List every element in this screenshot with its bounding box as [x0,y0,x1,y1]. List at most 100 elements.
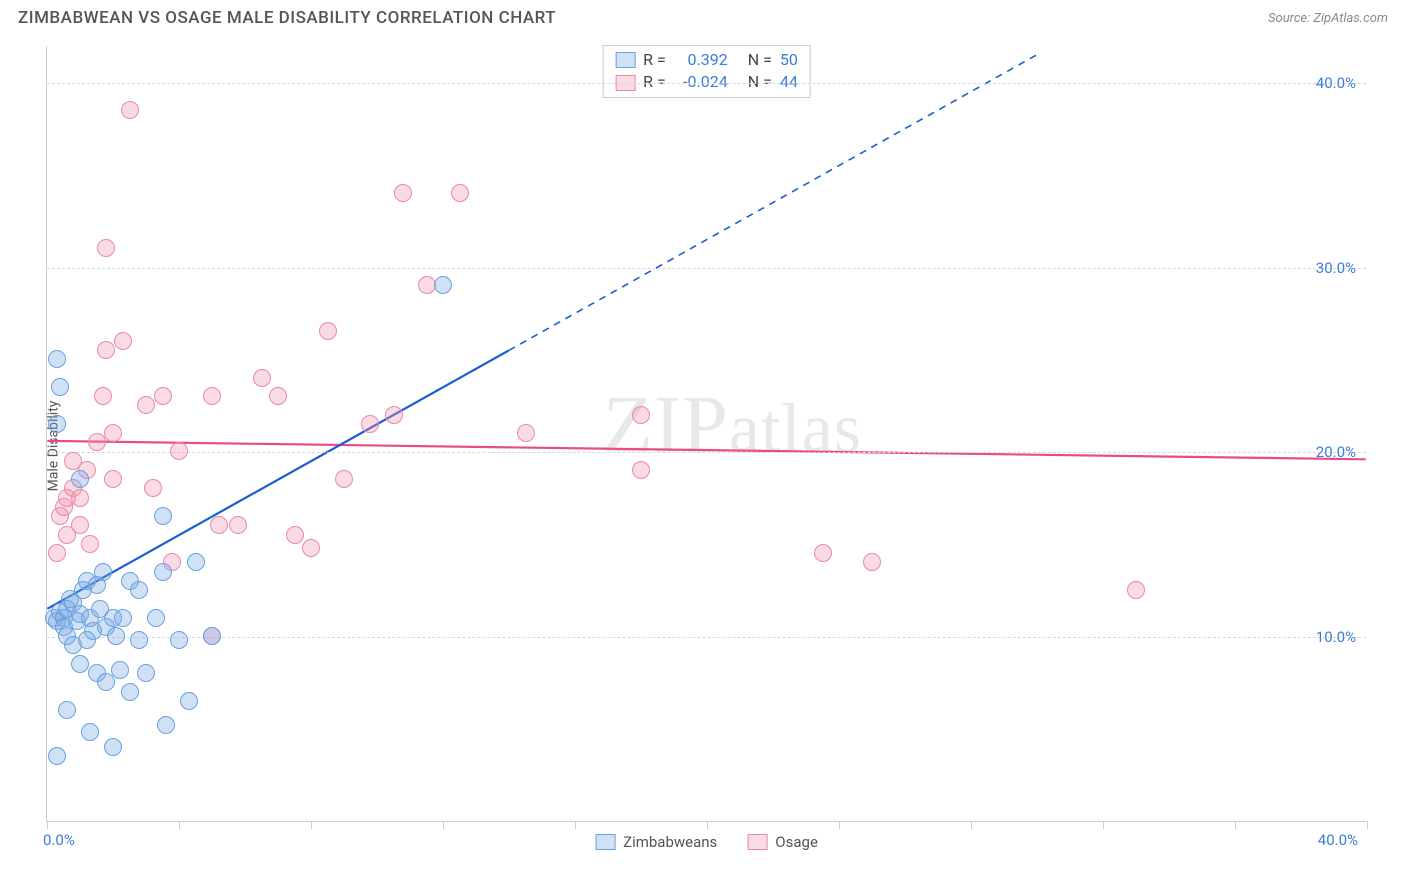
data-point-osage [71,516,89,534]
data-point-osage [81,535,99,553]
data-point-osage [269,387,287,405]
data-point-osage [97,239,115,257]
x-tick [179,821,180,829]
data-point-osage [385,406,403,424]
data-point-osage [394,184,412,202]
stats-row-zimbabweans: R = 0.392 N = 50 [615,49,798,71]
chart-title: ZIMBABWEAN VS OSAGE MALE DISABILITY CORR… [18,8,556,28]
x-tick [839,821,840,829]
data-point-zimbabweans [71,470,89,488]
legend-item-zimbabweans: Zimbabweans [595,833,717,851]
data-point-zimbabweans [137,664,155,682]
data-point-osage [144,479,162,497]
data-point-osage [104,470,122,488]
data-point-zimbabweans [180,692,198,710]
data-point-osage [170,442,188,460]
data-point-zimbabweans [48,350,66,368]
n-label: N = [748,49,772,71]
data-point-osage [114,332,132,350]
data-point-osage [48,544,66,562]
data-point-zimbabweans [130,581,148,599]
data-point-osage [814,544,832,562]
data-point-osage [863,553,881,571]
swatch-zimbabweans [595,834,615,850]
data-point-osage [121,101,139,119]
swatch-osage [747,834,767,850]
legend-label-osage: Osage [775,833,818,851]
x-tick [443,821,444,829]
data-point-osage [335,470,353,488]
swatch-zimbabweans [615,52,635,68]
data-point-osage [210,516,228,534]
data-point-osage [632,461,650,479]
x-tick [1235,821,1236,829]
y-tick-label: 20.0% [1316,443,1356,461]
data-point-osage [88,433,106,451]
data-point-osage [418,276,436,294]
data-point-zimbabweans [147,609,165,627]
gridline [47,268,1366,269]
data-point-zimbabweans [104,738,122,756]
data-point-zimbabweans [154,507,172,525]
x-tick [1367,821,1368,829]
data-point-zimbabweans [48,415,66,433]
data-point-osage [137,396,155,414]
x-axis-max-label: 40.0% [1318,831,1358,849]
data-point-zimbabweans [154,563,172,581]
data-point-osage [253,369,271,387]
data-point-osage [302,539,320,557]
data-point-zimbabweans [107,627,125,645]
gridline [47,452,1366,453]
data-point-osage [229,516,247,534]
series-legend: Zimbabweans Osage [595,833,818,851]
x-tick [1103,821,1104,829]
data-point-zimbabweans [434,276,452,294]
data-point-zimbabweans [157,716,175,734]
x-tick [311,821,312,829]
data-point-osage [517,424,535,442]
data-point-osage [451,184,469,202]
x-tick [971,821,972,829]
data-point-zimbabweans [48,747,66,765]
data-point-zimbabweans [187,553,205,571]
data-point-osage [361,415,379,433]
data-point-zimbabweans [114,609,132,627]
data-point-osage [154,387,172,405]
chart-plot-area: ZIPatlas R = 0.392 N = 50 R = -0.024 N =… [46,46,1366,822]
r-value-zimbabweans: 0.392 [674,49,728,71]
x-tick [575,821,576,829]
data-point-zimbabweans [130,631,148,649]
x-tick [47,821,48,829]
data-point-osage [104,424,122,442]
data-point-zimbabweans [81,723,99,741]
data-point-zimbabweans [121,683,139,701]
y-tick-label: 10.0% [1316,628,1356,646]
legend-label-zimbabweans: Zimbabweans [623,833,717,851]
data-point-zimbabweans [51,378,69,396]
x-tick [707,821,708,829]
data-point-zimbabweans [71,655,89,673]
legend-item-osage: Osage [747,833,818,851]
source-attribution: Source: ZipAtlas.com [1268,11,1388,26]
data-point-osage [97,341,115,359]
watermark: ZIPatlas [603,377,862,471]
correlation-stats-legend: R = 0.392 N = 50 R = -0.024 N = 44 [602,45,811,98]
data-point-zimbabweans [203,627,221,645]
data-point-osage [632,406,650,424]
data-point-osage [319,322,337,340]
data-point-zimbabweans [94,563,112,581]
gridline [47,637,1366,638]
data-point-osage [1127,581,1145,599]
data-point-zimbabweans [170,631,188,649]
trend-lines [47,46,1366,821]
y-tick-label: 40.0% [1316,74,1356,92]
y-tick-label: 30.0% [1316,259,1356,277]
gridline [47,83,1366,84]
data-point-osage [203,387,221,405]
data-point-osage [286,526,304,544]
data-point-zimbabweans [58,701,76,719]
r-label: R = [643,49,666,71]
data-point-osage [94,387,112,405]
n-value-zimbabweans: 50 [780,49,798,71]
data-point-zimbabweans [111,661,129,679]
